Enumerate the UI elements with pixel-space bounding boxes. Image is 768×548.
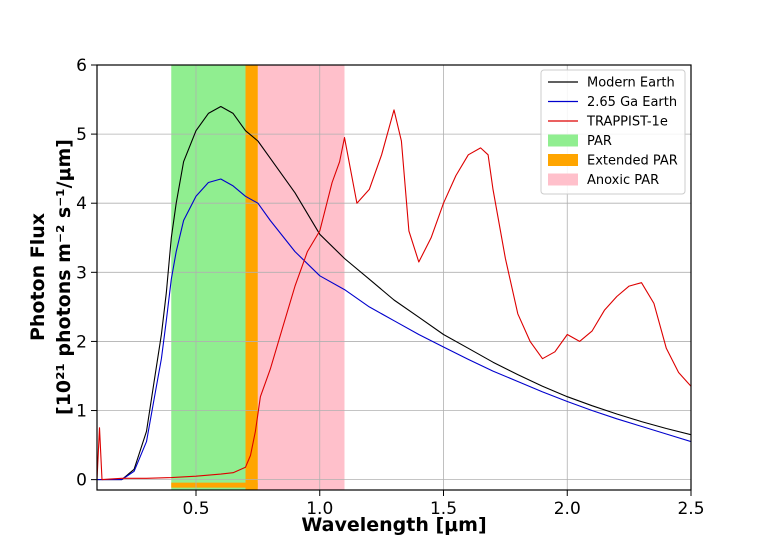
y-tick-label: 4 xyxy=(76,194,87,214)
y-axis-title-line1: Photon Flux xyxy=(27,213,49,341)
legend-label-modern-earth: Modern Earth xyxy=(587,76,675,91)
legend-label-par: PAR xyxy=(587,134,612,149)
x-tick-label: 0.5 xyxy=(182,499,209,519)
y-tick-label: 0 xyxy=(76,471,87,491)
legend-swatch-par xyxy=(548,134,578,147)
y-tick-label: 5 xyxy=(76,125,87,145)
x-tick-label: 1.0 xyxy=(306,499,333,519)
legend: Modern Earth 2.65 Ga Earth TRAPPIST-1e PAR E… xyxy=(540,69,686,195)
band-par xyxy=(171,65,246,490)
legend-label-trappist-1e: TRAPPIST-1e xyxy=(586,115,668,130)
legend-label-2-65-ga-earth: 2.65 Ga Earth xyxy=(587,95,677,110)
y-tick-label: 3 xyxy=(76,263,87,283)
x-axis-title: Wavelength [μm] xyxy=(301,514,486,536)
legend-swatch-extended-par xyxy=(548,154,578,166)
legend-swatch-anoxic-par xyxy=(548,173,578,186)
y-axis-title-line2: [10²¹ photons m⁻² s⁻¹/μm] xyxy=(53,139,75,415)
band-extended-par xyxy=(245,65,258,490)
series-line-modern-earth xyxy=(97,105,691,481)
plot-frame xyxy=(96,64,692,491)
series-line-trappist-1e xyxy=(97,109,691,481)
y-tick-label: 6 xyxy=(76,56,87,76)
y-tick-label: 2 xyxy=(76,332,87,352)
y-tick-label: 1 xyxy=(76,402,87,422)
series-line-2-65-ga-earth xyxy=(97,178,691,481)
legend-label-anoxic-par: Anoxic PAR xyxy=(587,173,659,188)
band-anoxic-par xyxy=(257,65,345,490)
legend-label-extended-par: Extended PAR xyxy=(587,154,678,169)
x-tick-label: 2.0 xyxy=(554,499,581,519)
x-tick-label: 1.5 xyxy=(430,499,457,519)
band-extended-par-base xyxy=(171,482,258,488)
x-tick-label: 2.5 xyxy=(677,499,704,519)
